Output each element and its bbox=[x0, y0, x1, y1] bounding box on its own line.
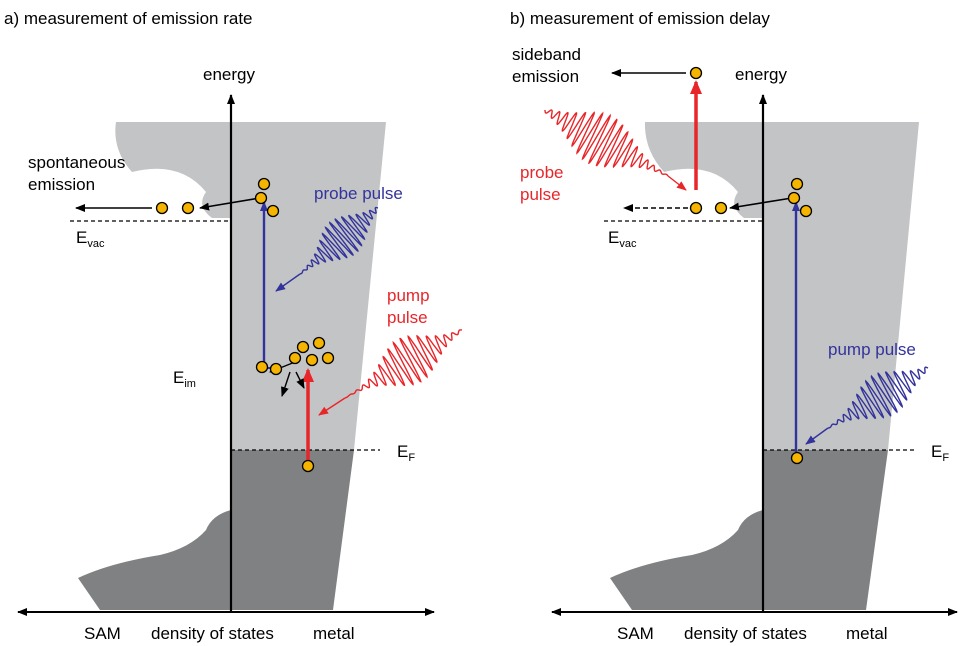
panel-b-axis-sam: SAM bbox=[617, 624, 654, 643]
panel-a-spontaneous-label-1: spontaneous bbox=[28, 153, 125, 172]
panel-a-probe-wave bbox=[299, 206, 379, 275]
electron bbox=[321, 351, 335, 365]
electron bbox=[254, 191, 268, 205]
panel-b-evac-label: Evac bbox=[608, 228, 637, 250]
panel-b-probe-wave-arrow bbox=[667, 175, 687, 191]
panel-b-axis-dos: density of states bbox=[684, 624, 807, 643]
panel-a-axis-dos: density of states bbox=[151, 624, 274, 643]
electron bbox=[266, 204, 280, 218]
panel-a-pump-label-1: pump bbox=[387, 286, 430, 305]
panel-b-sideband-label-1: sideband bbox=[512, 45, 581, 64]
panel-a-pump-wave bbox=[344, 329, 463, 399]
panel-b-transfer-arrow bbox=[729, 197, 793, 211]
panel-b-light-band bbox=[644, 122, 919, 450]
panel-b-probe-label-2: pulse bbox=[520, 185, 561, 204]
electron bbox=[296, 340, 310, 354]
electron bbox=[301, 459, 315, 473]
panel-b-probe-label-1: probe bbox=[520, 163, 563, 182]
electron bbox=[255, 360, 269, 374]
panel-a-title: a) measurement of emission rate bbox=[4, 9, 253, 28]
electron bbox=[790, 451, 804, 465]
electron bbox=[799, 204, 813, 218]
electron bbox=[257, 177, 271, 191]
panel-a-probe-label: probe pulse bbox=[314, 184, 403, 203]
panel-a-ef-label: EF bbox=[397, 442, 415, 464]
panel-b-pump-wave-arrow bbox=[805, 427, 829, 445]
electron bbox=[790, 177, 804, 191]
panel-a-sam-dos bbox=[78, 510, 231, 610]
electron bbox=[155, 201, 169, 215]
panel-b-sam-dos bbox=[610, 510, 763, 610]
panel-b-pump-wave bbox=[828, 366, 929, 429]
panel-a-evac-label: Evac bbox=[76, 228, 105, 250]
panel-a-pump-label-2: pulse bbox=[387, 308, 428, 327]
panel-b-probe-wave bbox=[544, 109, 669, 177]
panel-b: b) measurement of emission delay energy … bbox=[510, 9, 958, 643]
electron bbox=[305, 353, 319, 367]
panel-a-relax-arrow-3 bbox=[295, 371, 305, 389]
panel-a-light-band bbox=[115, 122, 386, 450]
panel-a-probe-wave-arrow bbox=[275, 273, 301, 292]
panel-a-pump-wave-arrow bbox=[318, 397, 346, 416]
electron bbox=[269, 362, 283, 376]
panel-a-dark-band bbox=[231, 450, 354, 610]
panel-a-axis-metal: metal bbox=[313, 624, 355, 643]
panel-b-pump-label: pump pulse bbox=[828, 340, 916, 359]
panel-a: a) measurement of emission rate energy E… bbox=[4, 9, 463, 643]
panel-a-relax-arrow-2 bbox=[281, 371, 291, 397]
panel-a-axis-sam: SAM bbox=[84, 624, 121, 643]
electron bbox=[312, 336, 326, 350]
panel-b-electrons bbox=[689, 66, 813, 465]
panel-b-dark-band bbox=[763, 450, 888, 610]
electron bbox=[288, 351, 302, 365]
panel-b-axis-metal: metal bbox=[846, 624, 888, 643]
electron bbox=[714, 201, 728, 215]
panel-b-title: b) measurement of emission delay bbox=[510, 9, 770, 28]
electron bbox=[689, 201, 703, 215]
panel-a-transfer-arrow bbox=[199, 197, 261, 211]
electron bbox=[689, 66, 703, 80]
panel-a-eim-label: Eim bbox=[173, 368, 196, 390]
panel-a-electrons bbox=[155, 177, 335, 473]
panel-b-energy-label: energy bbox=[735, 65, 787, 84]
electron bbox=[181, 201, 195, 215]
panel-a-energy-label: energy bbox=[203, 65, 255, 84]
panel-b-sideband-label-2: emission bbox=[512, 67, 579, 86]
electron bbox=[787, 191, 801, 205]
panel-b-ef-label: EF bbox=[931, 442, 949, 464]
panel-a-spontaneous-label-2: emission bbox=[28, 175, 95, 194]
